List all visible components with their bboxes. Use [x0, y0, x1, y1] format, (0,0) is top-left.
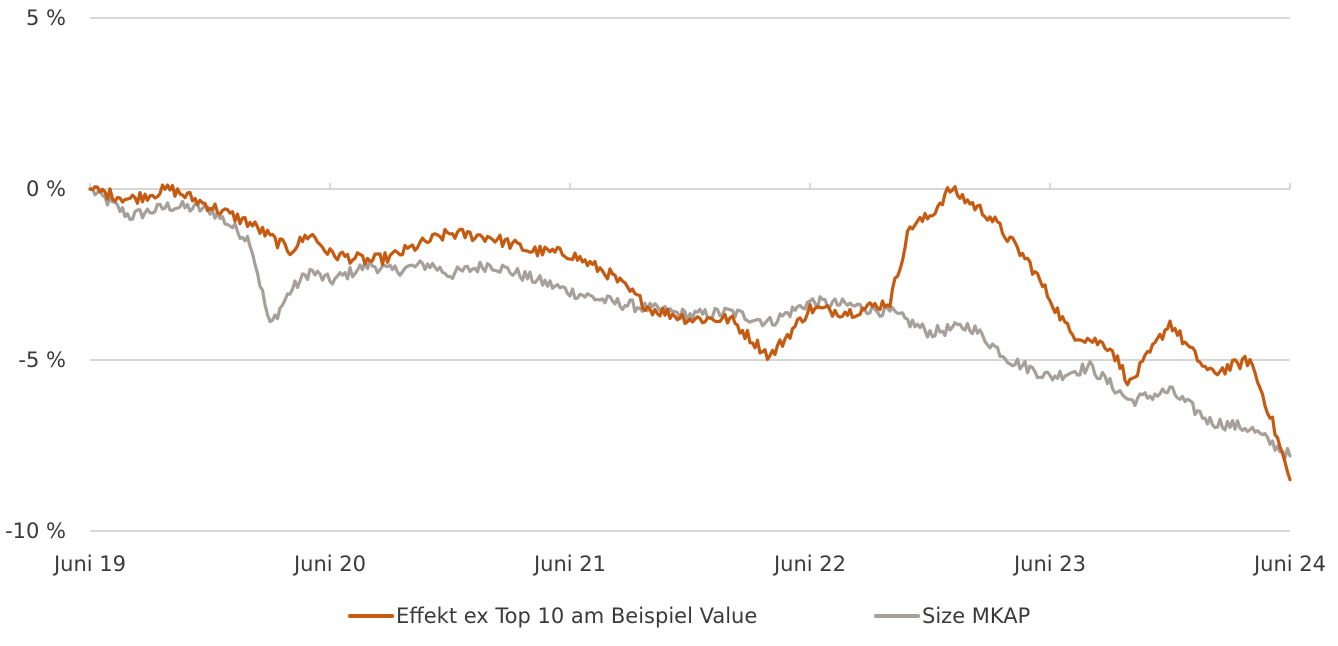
x-axis-ticks: Juni 19 Juni 20 Juni 21 Juni 22 Juni 23 Juni …: [52, 552, 1326, 576]
x-tick-label: Juni 20: [292, 552, 366, 576]
x-axis: [89, 183, 1291, 189]
series-line: [88, 183, 1292, 482]
y-axis-ticks: 5 % 0 % -5 % -10 %: [5, 6, 66, 543]
x-tick-label: Juni 24: [1252, 552, 1326, 576]
y-tick-label: -10 %: [5, 519, 66, 543]
legend-label: Size MKAP: [922, 604, 1030, 628]
legend-label: Effekt ex Top 10 am Beispiel Value: [396, 604, 757, 628]
grid-lines: [90, 17, 1290, 532]
series-line: [88, 187, 1292, 460]
x-tick-label: Juni 21: [532, 552, 606, 576]
legend: Effekt ex Top 10 am Beispiel Value Size M…: [348, 604, 1030, 628]
y-tick-label: 0 %: [26, 177, 66, 201]
y-tick-label: -5 %: [18, 348, 66, 372]
x-tick-label: Juni 19: [52, 552, 126, 576]
x-tick-label: Juni 22: [772, 552, 846, 576]
series-lines: [88, 183, 1292, 482]
x-tick-label: Juni 23: [1012, 552, 1086, 576]
y-tick-label: 5 %: [26, 6, 66, 30]
